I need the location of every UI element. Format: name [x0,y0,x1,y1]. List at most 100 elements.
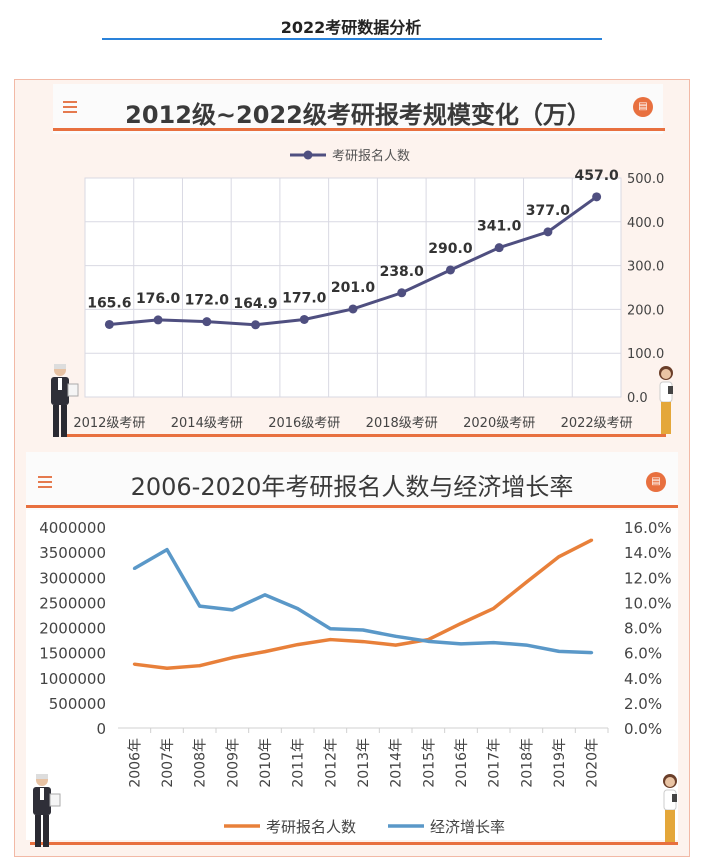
chart1-data-label: 165.6 [87,295,131,311]
chart1-plot: 0.0 100.0 200.0 300.0 400.0 500.0 2012级考研 2014级… [73,148,664,431]
chart2-growth-point [165,548,169,552]
chart2-x-tick: 2020年 [585,738,601,788]
chart2-y-left-tick: 2000000 [39,620,106,638]
chart2-header-card: 2006-2020年考研报名人数与经济增长率 ▤ [26,452,678,510]
chart2-y-left-tick: 4000000 [39,519,106,537]
chart2-applicants-point [524,580,528,584]
chart2-y-right-tick: 6.0% [624,645,662,663]
chart1-legend-marker [303,150,313,160]
chart2-y-right-tick: 10.0% [624,594,672,612]
chart2-y-left-tick: 1000000 [39,670,106,688]
menu-icon[interactable] [38,476,52,488]
chart2-applicants-point [492,606,496,610]
chart1-data-point [153,315,163,325]
chart2-x-tick: 2017年 [487,738,503,788]
chart2-y-right-tick: 14.0% [624,544,672,562]
chart2-legend-label: 考研报名人数 [266,818,356,836]
chart2-growth-point [524,643,528,647]
chart2-x-tick: 2014年 [389,738,405,788]
chart2-y-left-tick: 0 [96,720,106,738]
chart1-y-tick: 500.0 [627,172,664,187]
chart1-data-label: 164.9 [233,296,277,312]
chart2-y-right-tick: 0.0% [624,720,662,738]
businessman-illustration [51,364,79,437]
chart2-footer-rule [30,842,678,845]
chart2-y-right-tick: 12.0% [624,569,672,587]
chart2-applicants-point [132,662,136,666]
chart1-x-tick: 2020级考研 [463,416,535,431]
chart1-x-tick: 2022级考研 [561,416,633,431]
chart2-growth-point [230,608,234,612]
chart1-x-tick: 2012级考研 [73,416,145,431]
chart2-title: 2006-2020年考研报名人数与经济增长率 [130,473,574,501]
chart2-x-tick: 2008年 [193,738,209,788]
chart2-applicants-point [198,664,202,668]
chart2-growth-point [296,607,300,611]
chart1-data-label: 177.0 [282,290,327,306]
chart2-header-rule [26,505,678,508]
chart1-data-label: 341.0 [477,219,522,235]
chart2-y-left-tick: 3500000 [39,544,106,562]
chart1-y-tick: 300.0 [627,260,664,275]
page-header: 2022考研数据分析 [0,0,702,44]
chart2-growth-point [328,627,332,631]
chart2-x-tick: 2007年 [160,738,176,788]
chart1-data-point [251,320,261,330]
chart1-data-point [104,319,114,329]
chart2-y-right-tick: 2.0% [624,695,662,713]
chart1-data-label: 238.0 [380,264,425,280]
chart2-growth-point [557,649,561,653]
chart2-applicants-point [328,638,332,642]
chart2-x-tick: 2012年 [323,738,339,788]
chart2-growth-point [394,634,398,638]
chart1-x-tick: 2018级考研 [366,416,438,431]
chart2-growth-point [590,651,594,655]
news-icon[interactable]: ▤ [633,97,653,117]
chart1-data-point [397,288,407,298]
chart2-growth-point [132,566,136,570]
chart1-y-tick: 100.0 [627,347,664,362]
chart2-applicants-point [557,555,561,559]
chart1-data-label: 457.0 [574,168,619,184]
chart1-data-point [494,243,504,253]
chart2-x-tick: 2009年 [225,738,241,788]
chart2-applicants-point [296,643,300,647]
chart2-x-tick: 2010年 [258,738,274,788]
chart2-x-tick: 2016年 [454,738,470,788]
chart2-applicants-point [590,538,594,542]
chart1-header-rule [53,128,665,131]
chart1-y-tick: 200.0 [627,303,664,318]
chart2-x-tick: 2006年 [127,738,143,788]
businesswoman-illustration [663,774,677,842]
chart1-legend-label: 考研报名人数 [332,148,410,164]
chart1-data-label: 377.0 [526,203,571,219]
chart2-applicants-point [263,650,267,654]
chart2-background [26,510,678,840]
chart2-y-right-tick: 8.0% [624,620,662,638]
chart2-growth-point [198,604,202,608]
chart2-x-tick: 2013年 [356,738,372,788]
businesswoman-illustration [659,366,673,434]
chart1-y-tick: 0.0 [627,391,648,406]
chart2-applicants-point [230,656,234,660]
chart1-data-point [299,314,309,324]
chart1-data-label: 172.0 [185,293,230,309]
page-title: 2022考研数据分析 [280,18,422,37]
chart2-applicants-point [361,640,365,644]
chart1-title: 2012级~2022级考研报考规模变化（万） [125,101,591,129]
chart1-data-point [543,227,553,237]
chart1-x-tick: 2016级考研 [268,416,340,431]
chart2-growth-point [459,642,463,646]
chart1-x-tick: 2014级考研 [171,416,243,431]
chart1-plot-area [84,177,622,398]
news-icon[interactable]: ▤ [646,472,666,492]
chart2-x-tick: 2019年 [552,738,568,788]
menu-icon[interactable] [63,101,77,113]
chart2-applicants-point [165,666,169,670]
chart1-y-tick: 400.0 [627,216,664,231]
chart2-y-left-tick: 3000000 [39,569,106,587]
chart1-header-card: 2012级~2022级考研报考规模变化（万） ▤ [53,84,663,134]
chart1-data-point [348,304,358,314]
chart1-footer-rule [62,434,666,437]
